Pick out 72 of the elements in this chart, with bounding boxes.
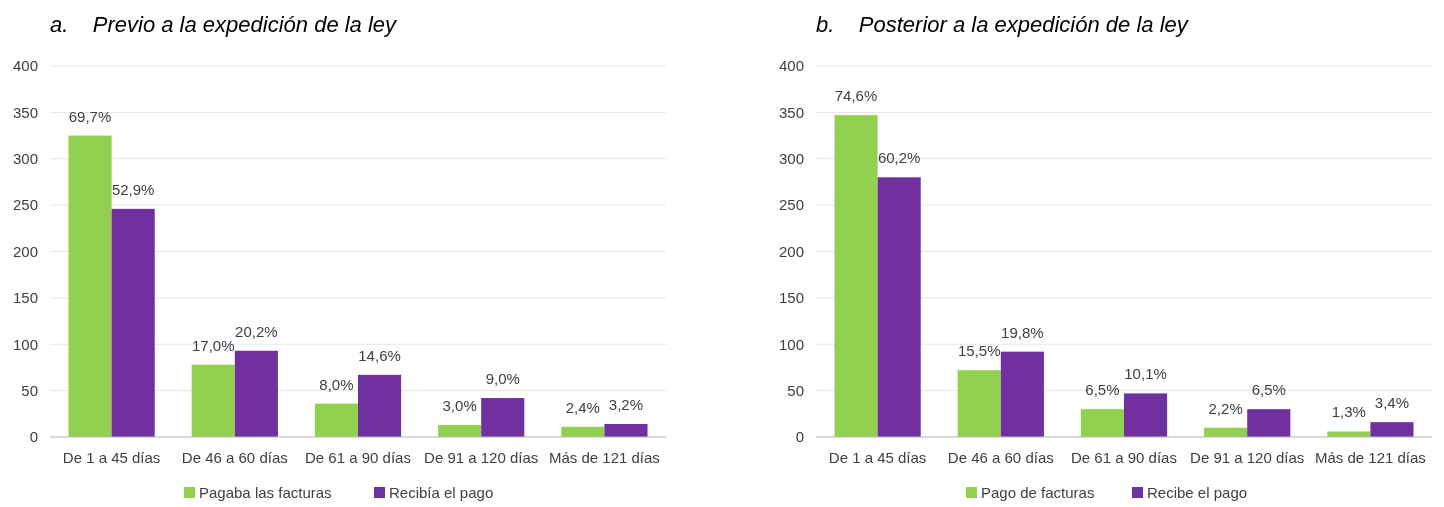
chart-title: a. Previo a la expedición de la ley	[50, 12, 399, 37]
bar	[1000, 351, 1044, 437]
annotation: 17,0%	[191, 336, 235, 354]
y-tick-label: 200	[12, 242, 38, 260]
annotation: 74,6%	[834, 87, 878, 105]
legend-label: Pagaba las facturas	[199, 484, 332, 501]
y-tick-label: 250	[12, 196, 38, 214]
annotation: 2,2%	[1208, 399, 1243, 417]
annotation: 69,7%	[68, 107, 112, 125]
y-tick-label: 400	[12, 57, 38, 75]
annotation: 20,2%	[235, 322, 278, 340]
legend-label: Pago de facturas	[981, 484, 1095, 501]
x-tick-label: De 91 a 120 días	[424, 449, 539, 466]
bar	[68, 135, 112, 437]
annotation: 3,2%	[608, 396, 644, 414]
annotation: 19,8%	[1001, 323, 1044, 341]
bar	[111, 208, 155, 437]
x-tick-label: De 61 a 90 días	[1071, 449, 1177, 466]
bar	[957, 370, 1001, 437]
bar	[1080, 409, 1124, 437]
x-tick-label: De 46 a 60 días	[181, 449, 288, 466]
y-tick-label: 300	[778, 150, 804, 167]
bar	[191, 364, 235, 437]
y-tick-label: 150	[778, 289, 804, 307]
bar	[604, 424, 648, 437]
y-tick-label: 350	[12, 103, 38, 121]
x-tick-label: De 91 a 120 días	[1190, 449, 1305, 466]
y-tick-label: 400	[778, 57, 804, 75]
legend-label: Recibe el pago	[1147, 484, 1248, 501]
annotation: 15,5%	[957, 342, 1001, 360]
bar	[834, 115, 878, 437]
annotation: 1,3%	[1331, 403, 1366, 421]
bar	[877, 177, 921, 437]
bar	[358, 374, 402, 437]
bar	[1327, 431, 1371, 437]
bar	[1124, 393, 1168, 437]
bar	[1247, 409, 1291, 437]
annotation: 6,5%	[1251, 381, 1286, 399]
annotation: 60,2%	[877, 149, 921, 167]
x-tick-label: De 1 a 45 días	[828, 449, 927, 466]
annotation: 2,4%	[565, 398, 600, 416]
y-tick-label: 200	[778, 242, 804, 260]
bar	[234, 350, 278, 437]
bar	[481, 398, 525, 437]
legend-label: Recibía el pago	[389, 484, 494, 501]
y-tick-label: 50	[21, 381, 38, 399]
annotation: 3,4%	[1374, 394, 1410, 412]
annotation: 3,0%	[442, 396, 477, 414]
y-tick-label: 150	[12, 289, 38, 307]
x-tick-label: De 61 a 90 días	[305, 449, 411, 466]
x-tick-label: De 46 a 60 días	[947, 449, 1054, 466]
bar	[1370, 422, 1414, 437]
annotation: 8,0%	[319, 375, 354, 393]
annotation: 6,5%	[1085, 381, 1120, 399]
annotation: 9,0%	[485, 370, 520, 388]
y-tick-label: 350	[778, 103, 804, 121]
chart-title: b. Posterior a la expedición de la ley	[816, 12, 1190, 37]
x-tick-label: Más de 121 días	[548, 449, 660, 466]
annotation: 10,1%	[1124, 365, 1167, 383]
annotation: 14,6%	[358, 346, 401, 364]
annotation: 52,9%	[111, 180, 155, 198]
y-tick-label: 0	[795, 428, 804, 446]
y-tick-label: 100	[12, 335, 38, 353]
bar	[314, 403, 358, 437]
y-tick-label: 0	[29, 428, 38, 446]
bar	[438, 424, 482, 437]
y-tick-label: 50	[787, 381, 804, 399]
x-tick-label: Más de 121 días	[1314, 449, 1426, 466]
y-tick-label: 300	[12, 150, 38, 167]
x-tick-label: De 1 a 45 días	[62, 449, 161, 466]
y-tick-label: 250	[778, 196, 804, 214]
y-tick-label: 100	[778, 335, 804, 353]
